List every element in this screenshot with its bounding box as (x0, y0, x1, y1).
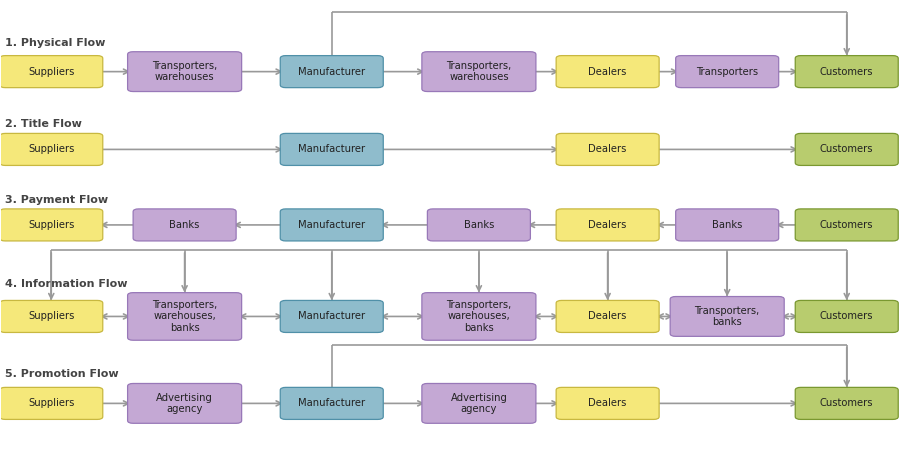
FancyBboxPatch shape (0, 134, 103, 165)
FancyBboxPatch shape (556, 209, 659, 241)
FancyBboxPatch shape (422, 383, 536, 423)
FancyBboxPatch shape (795, 209, 898, 241)
Text: Suppliers: Suppliers (28, 312, 75, 321)
Text: Advertising
agency: Advertising agency (450, 392, 507, 414)
FancyBboxPatch shape (795, 301, 898, 332)
FancyBboxPatch shape (670, 297, 784, 336)
Text: Dealers: Dealers (589, 398, 627, 409)
Text: 3. Payment Flow: 3. Payment Flow (6, 195, 109, 205)
FancyBboxPatch shape (280, 56, 383, 88)
FancyBboxPatch shape (0, 56, 103, 88)
Text: Manufacturer: Manufacturer (298, 220, 366, 230)
FancyBboxPatch shape (128, 383, 241, 423)
FancyBboxPatch shape (556, 301, 659, 332)
Text: Manufacturer: Manufacturer (298, 67, 366, 77)
Text: Dealers: Dealers (589, 67, 627, 77)
Text: Customers: Customers (820, 220, 873, 230)
FancyBboxPatch shape (676, 56, 778, 88)
FancyBboxPatch shape (795, 56, 898, 88)
FancyBboxPatch shape (795, 134, 898, 165)
Text: Banks: Banks (169, 220, 200, 230)
FancyBboxPatch shape (676, 209, 778, 241)
Text: Transporters,
warehouses,
banks: Transporters, warehouses, banks (447, 300, 511, 333)
FancyBboxPatch shape (280, 387, 383, 420)
FancyBboxPatch shape (280, 301, 383, 332)
FancyBboxPatch shape (0, 387, 103, 420)
Text: Transporters: Transporters (696, 67, 758, 77)
Text: Dealers: Dealers (589, 145, 627, 154)
FancyBboxPatch shape (795, 387, 898, 420)
FancyBboxPatch shape (0, 209, 103, 241)
Text: Customers: Customers (820, 312, 873, 321)
Text: 1. Physical Flow: 1. Physical Flow (6, 38, 106, 48)
FancyBboxPatch shape (422, 293, 536, 340)
Text: Customers: Customers (820, 67, 873, 77)
Text: Customers: Customers (820, 145, 873, 154)
FancyBboxPatch shape (134, 209, 236, 241)
Text: Transporters,
warehouses,
banks: Transporters, warehouses, banks (152, 300, 217, 333)
Text: Manufacturer: Manufacturer (298, 398, 366, 409)
Text: Manufacturer: Manufacturer (298, 145, 366, 154)
FancyBboxPatch shape (128, 52, 241, 91)
Text: 4. Information Flow: 4. Information Flow (6, 279, 128, 289)
Text: Suppliers: Suppliers (28, 220, 75, 230)
Text: 2. Title Flow: 2. Title Flow (6, 119, 82, 129)
Text: Suppliers: Suppliers (28, 67, 75, 77)
Text: 5. Promotion Flow: 5. Promotion Flow (6, 369, 119, 380)
Text: Customers: Customers (820, 398, 873, 409)
FancyBboxPatch shape (556, 56, 659, 88)
Text: Transporters,
warehouses: Transporters, warehouses (152, 61, 217, 83)
Text: Suppliers: Suppliers (28, 145, 75, 154)
Text: Banks: Banks (712, 220, 742, 230)
Text: Transporters,
banks: Transporters, banks (694, 306, 760, 327)
FancyBboxPatch shape (422, 52, 536, 91)
FancyBboxPatch shape (280, 209, 383, 241)
Text: Manufacturer: Manufacturer (298, 312, 366, 321)
FancyBboxPatch shape (128, 293, 241, 340)
FancyBboxPatch shape (280, 134, 383, 165)
FancyBboxPatch shape (427, 209, 530, 241)
FancyBboxPatch shape (556, 134, 659, 165)
Text: Dealers: Dealers (589, 220, 627, 230)
Text: Banks: Banks (463, 220, 494, 230)
FancyBboxPatch shape (0, 301, 103, 332)
FancyBboxPatch shape (556, 387, 659, 420)
Text: Transporters,
warehouses: Transporters, warehouses (447, 61, 511, 83)
Text: Advertising
agency: Advertising agency (157, 392, 213, 414)
Text: Dealers: Dealers (589, 312, 627, 321)
Text: Suppliers: Suppliers (28, 398, 75, 409)
